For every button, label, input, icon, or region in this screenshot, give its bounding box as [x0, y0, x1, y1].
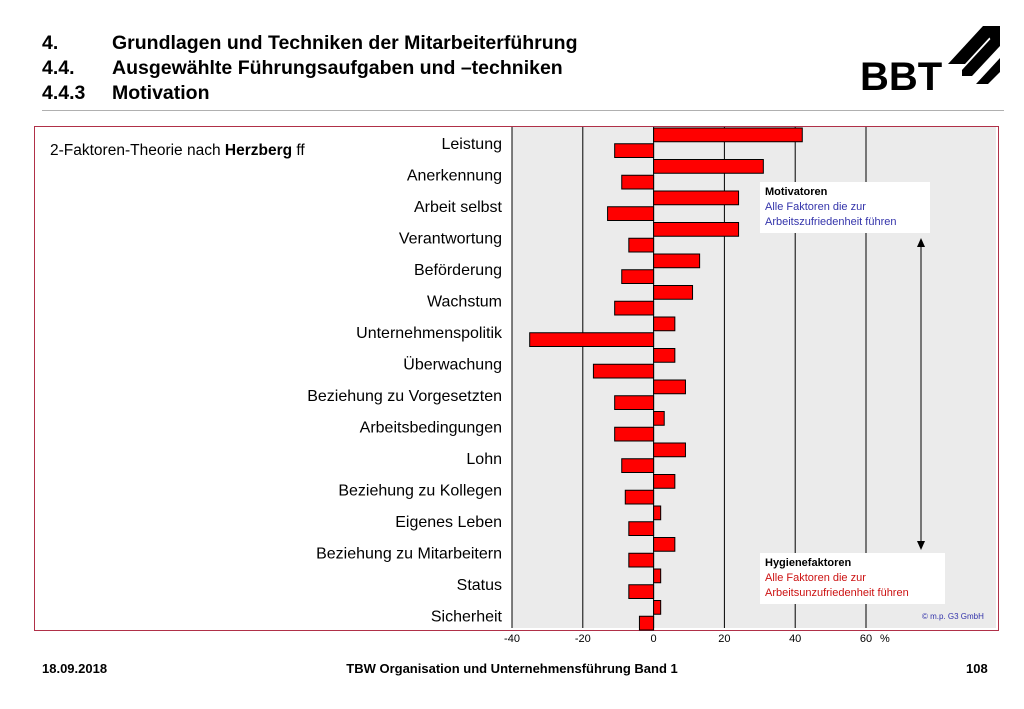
bar [653, 253, 701, 269]
bar [653, 474, 676, 489]
bar [653, 190, 740, 206]
bar [653, 348, 676, 363]
footer-date: 18.09.2018 [42, 661, 108, 676]
category-label: Beziehung zu Kollegen [338, 483, 502, 500]
bar [614, 426, 655, 442]
legend-hygiene-line1: Alle Faktoren die zur [765, 572, 866, 584]
logo-text: BBT [860, 55, 942, 99]
legend-hygienefaktoren: Hygienefaktoren Alle Faktoren die zur Ar… [760, 553, 945, 604]
bar [638, 615, 655, 631]
bar [628, 237, 655, 253]
category-label: Unternehmenspolitik [356, 325, 503, 342]
bar [653, 505, 662, 521]
category-label: Lohn [466, 451, 502, 468]
x-tick-label: -20 [575, 633, 591, 645]
bar [653, 127, 803, 143]
category-label: Arbeit selbst [414, 199, 503, 216]
bar [653, 316, 676, 332]
bar [614, 143, 655, 158]
x-tick-label: 60 [860, 633, 872, 645]
bar [653, 537, 676, 552]
heading-text-1: Grundlagen und Techniken der Mitarbeiter… [112, 32, 578, 54]
legend-hygiene-line2: Arbeitsunzufriedenheit führen [765, 587, 909, 599]
category-label: Leistung [442, 136, 503, 153]
legend-motivatoren-line1: Alle Faktoren die zur [765, 201, 866, 213]
category-label: Wachstum [427, 294, 502, 311]
bar [653, 600, 662, 615]
category-label: Beziehung zu Mitarbeitern [316, 546, 502, 563]
heading-text-2: Ausgewählte Führungsaufgaben und –techni… [112, 57, 563, 79]
bar [653, 411, 665, 426]
category-label: Verantwortung [399, 231, 502, 248]
legend-motivatoren-line2: Arbeitszufriedenheit führen [765, 216, 897, 228]
arrow-head-up [917, 238, 925, 247]
bar [624, 489, 655, 505]
bar [621, 269, 655, 284]
bar [607, 206, 655, 221]
bar [621, 458, 655, 473]
bar [653, 442, 686, 458]
bar [653, 285, 694, 300]
category-label: Anerkennung [407, 168, 502, 185]
bar [614, 300, 655, 316]
category-label: Überwachung [403, 356, 502, 374]
legend-motivatoren: Motivatoren Alle Faktoren die zur Arbeit… [760, 182, 930, 233]
bar [653, 222, 740, 237]
bar [628, 552, 655, 568]
category-label: Arbeitsbedingungen [360, 420, 502, 437]
category-label: Eigenes Leben [395, 514, 502, 531]
category-label: Sicherheit [431, 609, 503, 626]
legend-hygiene-title: Hygienefaktoren [765, 557, 852, 569]
bar [653, 379, 686, 395]
x-unit-label: % [880, 633, 890, 645]
x-tick-label: 20 [718, 633, 730, 645]
x-tick-label: 40 [789, 633, 801, 645]
copyright-note: © m.p. G3 GmbH [922, 612, 984, 621]
bar [614, 395, 655, 410]
bar [628, 521, 655, 536]
bar [653, 568, 662, 584]
bar [621, 174, 655, 190]
bar [628, 584, 655, 599]
heading-number-1: 4. [42, 32, 59, 54]
category-label: Beziehung zu Vorgesetzten [307, 388, 502, 405]
x-tick-label: 0 [651, 633, 657, 645]
heading-number-3: 4.4.3 [42, 82, 86, 104]
footer-page-number: 108 [966, 661, 988, 676]
heading-text-3: Motivation [112, 82, 210, 104]
bar [529, 332, 655, 347]
bar [653, 159, 764, 174]
category-label: Status [457, 577, 502, 594]
bar [592, 363, 655, 379]
legend-motivatoren-title: Motivatoren [765, 186, 828, 198]
footer-title: TBW Organisation und Unternehmensführung… [346, 661, 678, 676]
bbt-logo: BBT [860, 26, 1000, 99]
subtitle-bold: Herzberg [224, 142, 293, 159]
subtitle-suffix: ff [292, 142, 305, 159]
chart-subtitle: 2-Faktoren-Theorie nach Herzberg ff [50, 142, 305, 160]
arrow-head-down [917, 541, 925, 550]
subtitle-prefix: 2-Faktoren-Theorie nach [50, 142, 225, 159]
heading-number-2: 4.4. [42, 57, 75, 79]
header-separator [42, 110, 1004, 111]
category-label: Beförderung [414, 262, 502, 279]
x-tick-label: -40 [504, 633, 520, 645]
